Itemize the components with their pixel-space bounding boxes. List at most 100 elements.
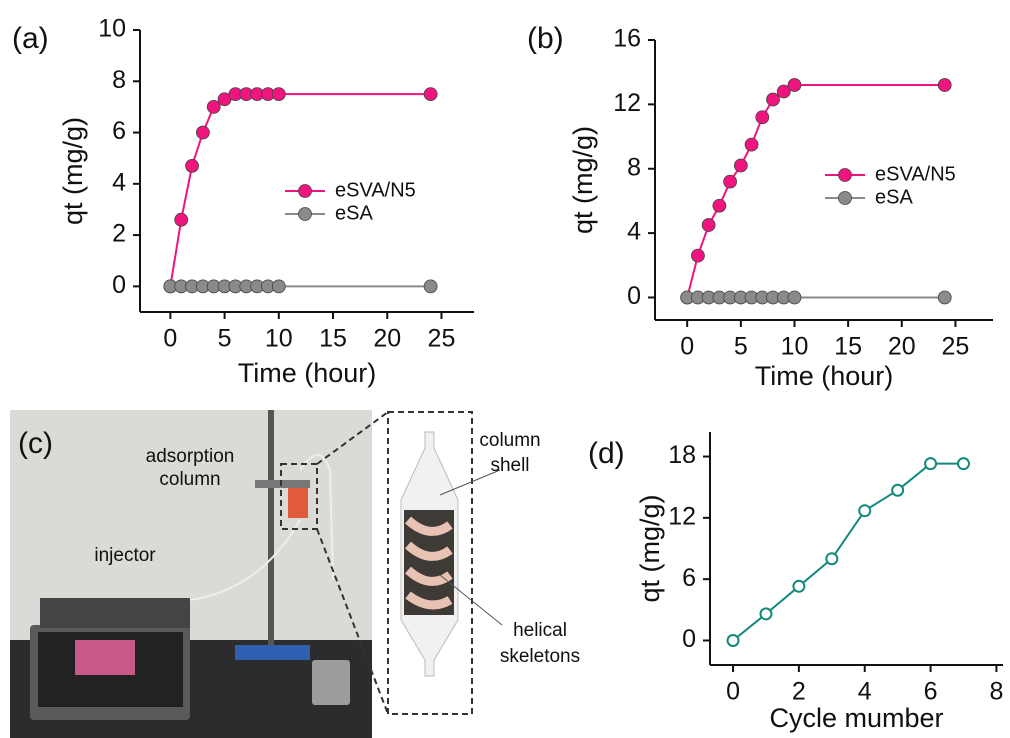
annotation: injector: [94, 545, 156, 566]
y-axis-label: qt (mg/g): [568, 126, 598, 234]
stand-rod: [268, 410, 274, 650]
x-tick-label: 6: [924, 678, 938, 706]
marker: [733, 158, 748, 173]
y-tick-label: 18: [668, 441, 696, 469]
panel-label: (c): [18, 427, 53, 460]
marker: [691, 248, 705, 263]
annotation: column: [479, 430, 540, 451]
x-tick-label: 10: [265, 325, 293, 353]
helix: [404, 516, 453, 610]
x-tick-label: 20: [888, 333, 916, 361]
marker: [937, 78, 952, 92]
x-tick-label: 25: [942, 333, 970, 361]
stand-base: [235, 645, 310, 660]
series-line: [732, 462, 964, 642]
marker: [776, 84, 791, 99]
marker: [755, 110, 770, 125]
photo: (c) adsorption column injector column sh…: [10, 410, 580, 738]
marker: [206, 100, 221, 114]
legend-marker: [838, 191, 852, 205]
y-tick-label: 4: [112, 168, 126, 196]
x-tick-label: 20: [373, 325, 401, 353]
y-tick-label: 12: [668, 502, 696, 530]
marker: [712, 198, 727, 213]
column: [288, 488, 308, 518]
annotation: helical: [513, 620, 567, 641]
marker: [185, 158, 199, 173]
marker: [271, 279, 286, 294]
marker: [174, 212, 189, 227]
y-tick-label: 12: [613, 89, 641, 117]
y-tick-label: 8: [112, 66, 126, 94]
marker: [726, 633, 740, 647]
x-tick-label: 0: [726, 678, 740, 706]
marker: [766, 92, 780, 107]
y-tick-label: 16: [613, 25, 641, 53]
screen-display: [75, 640, 135, 675]
y-tick-label: 10: [98, 15, 126, 43]
x-tick-label: 15: [319, 325, 347, 353]
marker: [701, 218, 716, 232]
x-tick-label: 0: [163, 325, 177, 353]
legend-label: eSA: [875, 186, 913, 208]
legend-marker: [838, 168, 852, 182]
marker: [787, 290, 802, 305]
annotation: shell: [490, 455, 529, 476]
x-tick-label: 8: [989, 678, 1003, 706]
legend-label: eSVA/N5: [335, 179, 416, 201]
marker: [759, 607, 773, 621]
marker: [937, 290, 952, 305]
panel-label: (b): [527, 22, 564, 55]
y-tick-label: 0: [682, 625, 696, 653]
x-tick-label: 5: [734, 333, 748, 361]
marker: [787, 78, 802, 92]
x-tick-label: 2: [792, 678, 806, 706]
legend-label: eSVA/N5: [875, 163, 956, 185]
marker: [271, 87, 286, 101]
marker: [924, 457, 938, 471]
x-tick-label: 4: [858, 678, 872, 706]
marker: [956, 457, 970, 471]
x-tick-label: 10: [781, 333, 809, 361]
legend-marker: [298, 184, 312, 198]
marker: [195, 125, 210, 140]
zoom-line: [316, 528, 389, 715]
y-axis-label: qt (mg/g): [635, 494, 665, 602]
pump-rail: [40, 598, 190, 628]
y-tick-label: 4: [627, 218, 641, 246]
marker: [891, 483, 905, 497]
x-axis-label: Cycle mumber: [769, 703, 943, 733]
marker: [723, 174, 738, 189]
y-tick-label: 6: [682, 564, 696, 592]
panel-label: (a): [12, 22, 49, 55]
legend-marker: [298, 207, 312, 221]
panel-label: (d): [588, 437, 625, 470]
zoom-line: [316, 411, 389, 465]
x-tick-label: 5: [218, 325, 232, 353]
y-tick-label: 2: [112, 220, 126, 248]
annotation: skeletons: [500, 646, 580, 667]
y-axis-label: qt (mg/g): [58, 117, 88, 225]
x-tick-label: 25: [428, 325, 456, 353]
x-tick-label: 0: [680, 333, 694, 361]
marker: [825, 552, 839, 566]
marker: [423, 87, 438, 101]
marker: [744, 137, 759, 152]
y-tick-label: 0: [112, 271, 126, 299]
y-tick-label: 0: [627, 282, 641, 310]
marker: [792, 579, 806, 593]
beaker: [312, 660, 350, 705]
legend-label: eSA: [335, 202, 373, 224]
y-tick-label: 8: [627, 153, 641, 181]
x-axis-label: Time (hour): [238, 358, 377, 388]
annotation: column: [159, 469, 220, 490]
annotation: adsorption: [146, 446, 235, 467]
pointer: [439, 469, 501, 496]
clamp: [255, 480, 310, 488]
marker: [423, 279, 438, 294]
x-tick-label: 15: [834, 333, 862, 361]
pointer: [439, 574, 503, 626]
x-axis-label: Time (hour): [755, 361, 894, 391]
y-tick-label: 6: [112, 117, 126, 145]
